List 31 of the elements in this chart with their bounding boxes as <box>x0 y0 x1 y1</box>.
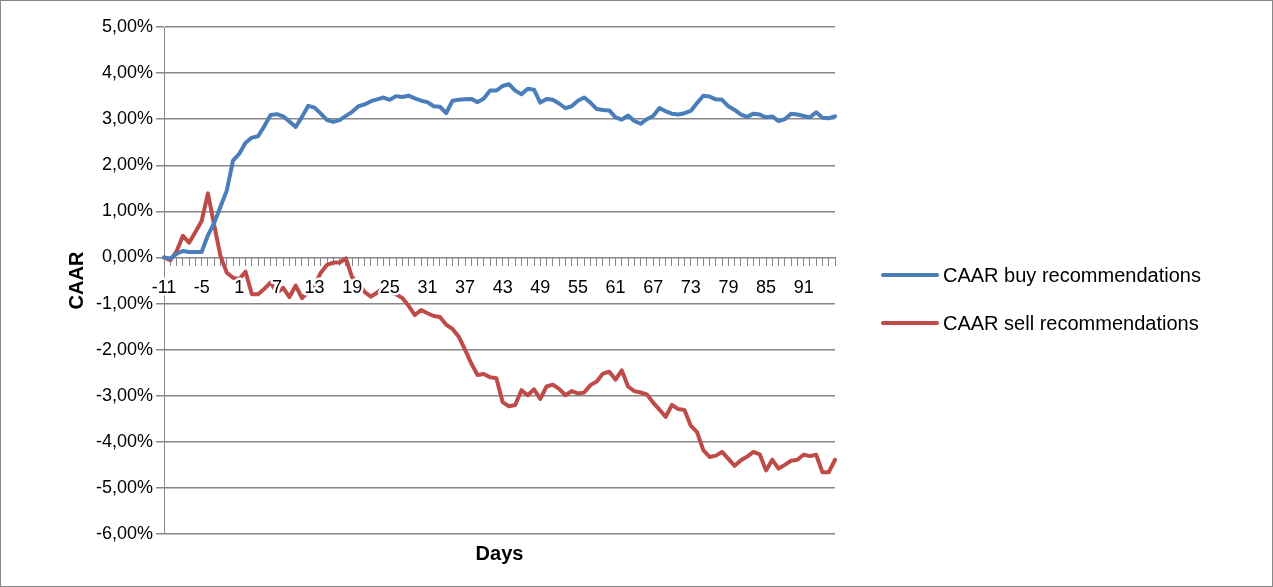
y-tick-label: -3,00% <box>95 384 154 405</box>
y-axis-title: CAAR <box>64 251 87 310</box>
x-tick-label: 19 <box>342 277 363 298</box>
x-tick-label: 73 <box>680 277 701 298</box>
y-tick-label: 3,00% <box>101 108 154 129</box>
y-tick-label: -5,00% <box>95 476 154 497</box>
x-tick-label: 61 <box>605 277 626 298</box>
x-tick-label: 31 <box>417 277 438 298</box>
x-tick-label: 85 <box>756 277 777 298</box>
y-tick-label: 4,00% <box>101 62 154 83</box>
x-tick-label: 79 <box>718 277 739 298</box>
legend-label: CAAR sell recommendations <box>943 311 1199 335</box>
x-tick-label: 49 <box>530 277 551 298</box>
x-tick-label: 43 <box>492 277 513 298</box>
legend-label: CAAR buy recommendations <box>943 263 1201 287</box>
x-tick-label: 91 <box>793 277 814 298</box>
y-tick-label: -2,00% <box>95 338 154 359</box>
y-tick-label: -1,00% <box>95 292 154 313</box>
x-axis-title: Days <box>475 541 524 564</box>
y-tick-label: 0,00% <box>101 246 154 267</box>
x-tick-label: 67 <box>643 277 664 298</box>
x-tick-label: -5 <box>193 277 210 298</box>
y-tick-label: -4,00% <box>95 430 154 451</box>
y-tick-label: -6,00% <box>95 522 154 543</box>
x-tick-label: 1 <box>234 277 245 298</box>
x-tick-label: 55 <box>567 277 588 298</box>
y-tick-label: 5,00% <box>101 15 154 36</box>
y-tick-label: 2,00% <box>101 154 154 175</box>
y-tick-label: 1,00% <box>101 200 154 221</box>
x-tick-label: -11 <box>151 277 177 298</box>
x-tick-label: 37 <box>455 277 476 298</box>
